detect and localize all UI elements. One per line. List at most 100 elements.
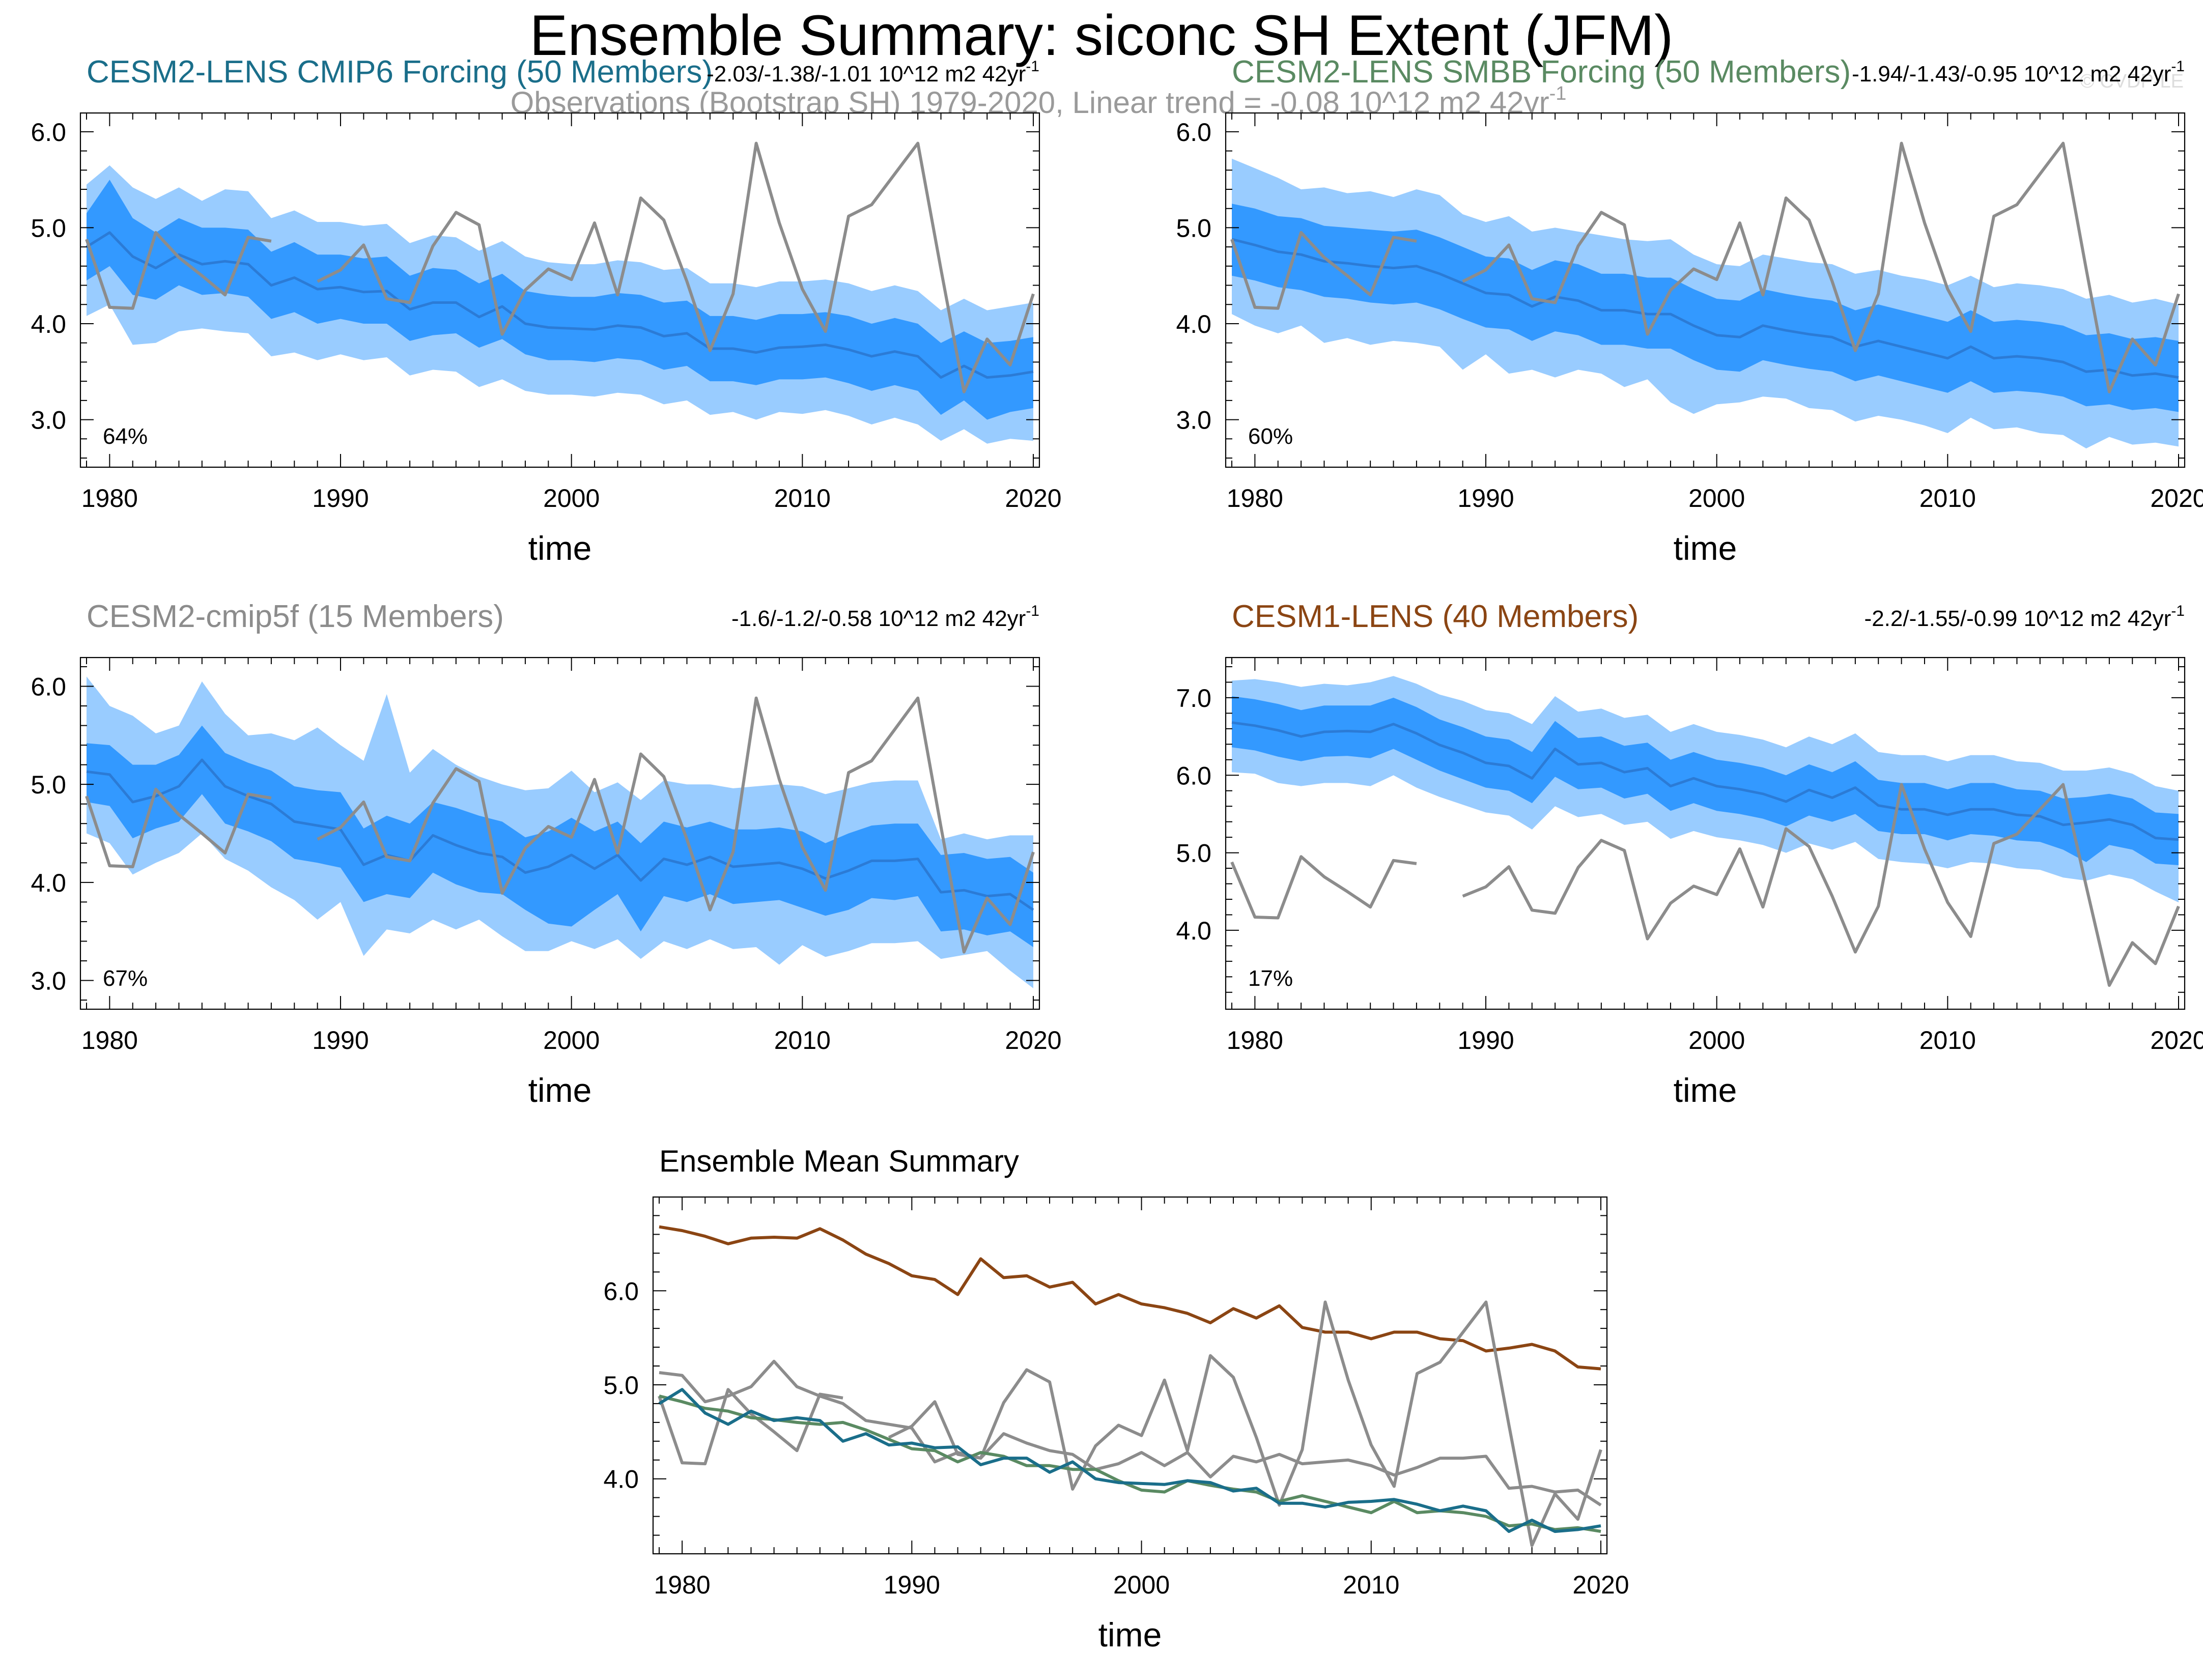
- chart-panels: 6.0 5.0 4.0 3.0 1980 1990 2000 2010 2020 time CESM…: [31, 54, 2203, 1654]
- y-tick-label: 4.0: [1176, 310, 1211, 338]
- chart-cesm2-cmip6: 6.0 5.0 4.0 3.0 1980 1990 2000 2010 2020 time CESM…: [31, 54, 1061, 567]
- x-tick-label: 1980: [654, 1571, 711, 1599]
- x-tick-label: 2010: [1343, 1571, 1399, 1599]
- watermark: © CVDP-LE: [2080, 71, 2184, 92]
- inner-spread-band: [87, 725, 1033, 947]
- panel-title: CESM2-cmip5f (15 Members): [87, 599, 504, 634]
- observations-line: [1230, 783, 2180, 987]
- y-tick-label: 5.0: [31, 771, 66, 799]
- trend-label: -2.2/-1.55/-0.99 10^12 m2 42yr-1: [1865, 603, 2185, 631]
- x-tick-label: 1980: [81, 484, 138, 512]
- y-tick-label: 6.0: [31, 673, 66, 701]
- plot-area: [85, 676, 1035, 988]
- trend-label-sup: -1: [2171, 603, 2185, 619]
- x-axis-label: time: [528, 1071, 592, 1109]
- y-tick-label: 3.0: [31, 406, 66, 435]
- x-tick-label: 2020: [1005, 1026, 1061, 1055]
- x-axis-label: time: [528, 529, 592, 567]
- x-tick-label: 1990: [312, 484, 369, 512]
- y-tick-label: 6.0: [31, 118, 66, 147]
- ensemble-mean-line: [1231, 238, 2179, 379]
- x-tick-label: 2000: [543, 1026, 600, 1055]
- x-axis-label: time: [1098, 1616, 1162, 1654]
- y-tick-label: 4.0: [603, 1465, 639, 1494]
- y-tick-label: 6.0: [1176, 118, 1211, 147]
- x-tick-label: 2020: [1005, 484, 1061, 512]
- y-tick-label: 3.0: [31, 966, 66, 995]
- x-tick-label: 2020: [1572, 1571, 1629, 1599]
- plot-area: [85, 141, 1035, 444]
- y-tick-label: 5.0: [31, 214, 66, 242]
- x-tick-label: 1980: [1227, 484, 1283, 512]
- ensemble-mean-line: [1231, 721, 2179, 841]
- x-tick-label: 2000: [1113, 1571, 1170, 1599]
- series-line-cesm1-lens: [659, 1225, 1601, 1371]
- percent-annotation: 64%: [103, 424, 148, 449]
- x-tick-label: 2000: [543, 484, 600, 512]
- x-tick-label: 2020: [2150, 1026, 2203, 1055]
- inner-spread-band: [1232, 204, 2179, 412]
- plot-area: [658, 1225, 1602, 1547]
- x-tick-label: 2010: [774, 1026, 831, 1055]
- y-tick-label: 5.0: [603, 1371, 639, 1400]
- inner-spread-band: [1232, 696, 2179, 865]
- trend-label: -1.6/-1.2/-0.58 10^12 m2 42yr-1: [731, 603, 1039, 631]
- y-tick-label: 3.0: [1176, 406, 1211, 435]
- panel-title: CESM2-LENS CMIP6 Forcing (50 Members): [87, 54, 713, 90]
- series-line-cesm2-cmip5f: [659, 1359, 1602, 1506]
- plot-area: [1230, 676, 2180, 987]
- x-tick-label: 1990: [884, 1571, 940, 1599]
- x-tick-label: 2010: [774, 484, 831, 512]
- trend-label: -1.94/-1.43/-0.95 10^12 m2 42yr-1: [1852, 58, 2185, 87]
- x-tick-label: 2000: [1688, 484, 1745, 512]
- y-tick-label: 4.0: [31, 869, 66, 897]
- observations-line: [85, 696, 1035, 954]
- chart-cesm2-cmip5f: 6.0 5.0 4.0 3.0 1980 1990 2000 2010 2020 time CESM…: [31, 599, 1061, 1109]
- x-tick-label: 1990: [1457, 484, 1514, 512]
- x-axis-label: time: [1674, 1071, 1737, 1109]
- x-tick-label: 1980: [1227, 1026, 1283, 1055]
- ensemble-mean-line: [86, 231, 1034, 379]
- x-tick-label: 1990: [1457, 1026, 1514, 1055]
- trend-label-sup: -1: [1026, 58, 1039, 75]
- x-tick-label: 1980: [81, 1026, 138, 1055]
- y-tick-label: 5.0: [1176, 839, 1211, 868]
- y-tick-label: 7.0: [1176, 684, 1211, 713]
- trend-label-text: -1.6/-1.2/-0.58 10^12 m2 42yr: [731, 606, 1026, 631]
- observations-line: [85, 141, 1035, 393]
- y-tick-label: 4.0: [31, 310, 66, 338]
- plot-frame: [652, 1196, 1608, 1555]
- figure-title: Ensemble Summary: siconc SH Extent (JFM): [530, 4, 1674, 67]
- x-tick-label: 2020: [2150, 484, 2203, 512]
- series-line-cesm2-lens-cmip6: [658, 1388, 1601, 1533]
- trend-label: -2.03/-1.38/-1.01 10^12 m2 42yr-1: [707, 58, 1039, 87]
- trend-label-text: -1.94/-1.43/-0.95 10^12 m2 42yr: [1852, 62, 2171, 87]
- chart-ensemble-mean: 6.0 5.0 4.0 1980 1990 2000 2010 2020 time Ensembl…: [603, 1144, 1629, 1654]
- panel-title: CESM2-LENS SMBB Forcing (50 Members): [1232, 54, 1851, 90]
- panel-title: CESM1-LENS (40 Members): [1232, 599, 1639, 634]
- x-tick-label: 1990: [312, 1026, 369, 1055]
- panel-title: Ensemble Mean Summary: [659, 1144, 1019, 1178]
- trend-label-sup: -1: [1026, 603, 1039, 619]
- x-tick-label: 2010: [1919, 484, 1976, 512]
- chart-cesm2-smbb: 6.0 5.0 4.0 3.0 1980 1990 2000 2010 2020 time CESM…: [1176, 54, 2203, 567]
- ensemble-mean-line: [86, 758, 1034, 911]
- trend-label-text: -2.03/-1.38/-1.01 10^12 m2 42yr: [707, 62, 1026, 87]
- x-tick-label: 2010: [1919, 1026, 1976, 1055]
- y-tick-label: 6.0: [603, 1277, 639, 1305]
- plot-area: [1230, 141, 2180, 449]
- x-axis-label: time: [1674, 529, 1737, 567]
- series-line-observations: [658, 1300, 1602, 1547]
- observations-line: [1230, 141, 2180, 393]
- observations-subtitle-sup: -1: [1549, 83, 1567, 104]
- trend-label-text: -2.2/-1.55/-0.99 10^12 m2 42yr: [1865, 606, 2171, 631]
- y-tick-label: 5.0: [1176, 214, 1211, 242]
- percent-annotation: 67%: [103, 966, 148, 991]
- y-tick-label: 6.0: [1176, 761, 1211, 790]
- percent-annotation: 60%: [1248, 424, 1293, 449]
- trend-label-sup: -1: [2171, 58, 2185, 75]
- chart-cesm1-lens: 7.0 6.0 5.0 4.0 1980 1990 2000 2010 2020 time CESM…: [1176, 599, 2203, 1109]
- percent-annotation: 17%: [1248, 966, 1293, 991]
